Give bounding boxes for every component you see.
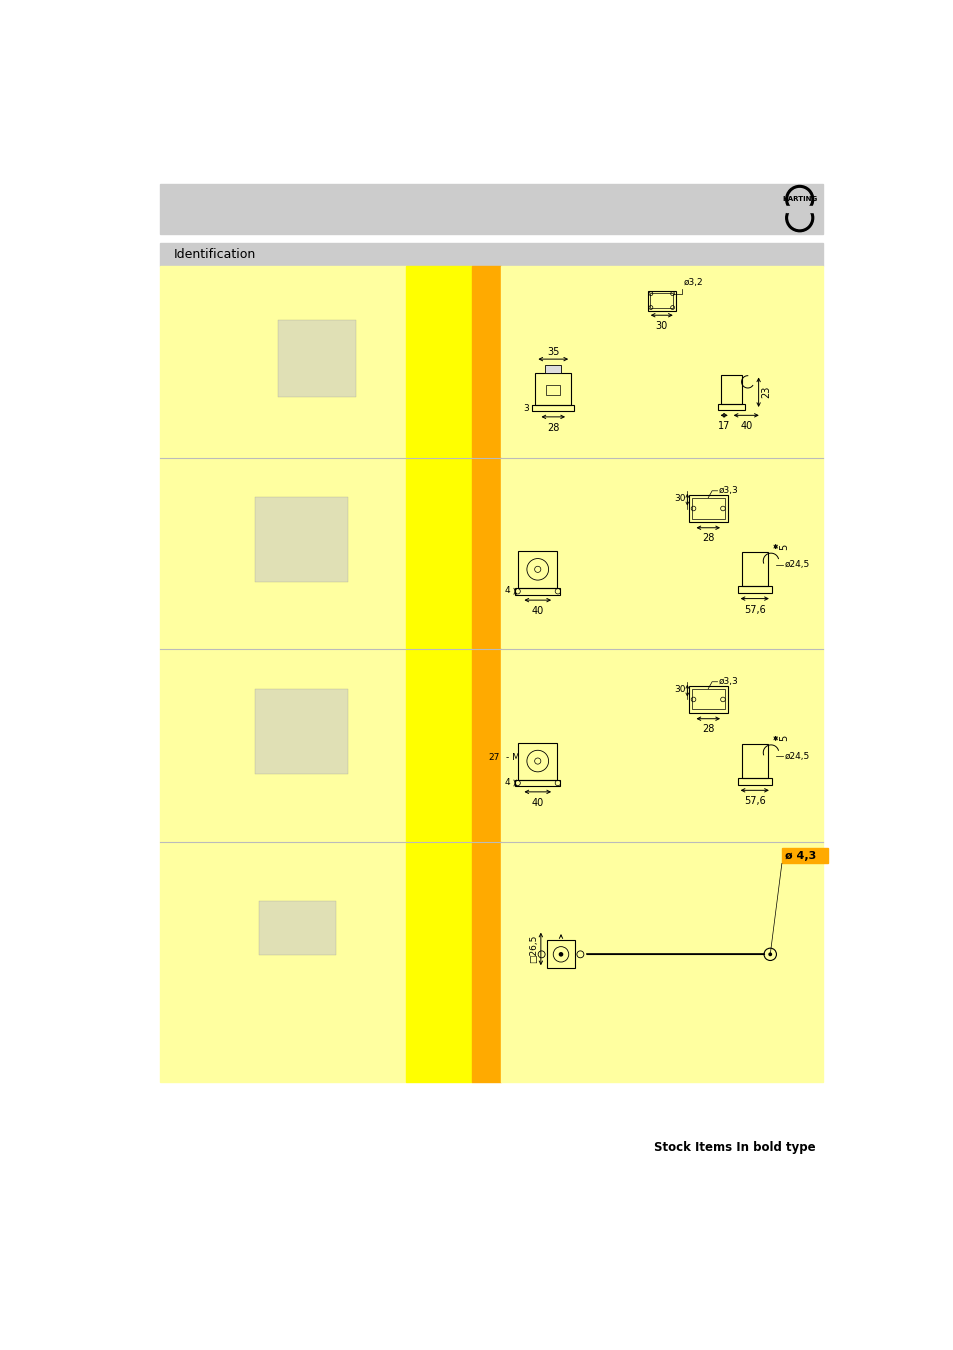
Bar (517, 551, 557, 587)
Bar (159, 184, 822, 234)
Bar (254, 497, 348, 582)
Bar (740, 744, 767, 778)
Bar (500, 649, 822, 842)
Text: Identification: Identification (173, 248, 255, 261)
Text: ø24,5: ø24,5 (784, 752, 809, 761)
Text: 5: 5 (778, 736, 788, 741)
Bar (500, 842, 822, 1083)
Bar (159, 243, 822, 266)
Bar (691, 498, 723, 518)
Bar (159, 459, 406, 649)
Text: Stock Items In bold type: Stock Items In bold type (653, 1141, 815, 1154)
Text: 57,6: 57,6 (743, 796, 765, 806)
Bar (406, 842, 472, 1083)
Text: 30: 30 (674, 494, 685, 504)
Bar (546, 941, 575, 968)
Text: ø24,5: ø24,5 (784, 560, 809, 570)
Text: - M: - M (505, 753, 519, 761)
Circle shape (788, 207, 810, 228)
Bar (785, 205, 813, 212)
Bar (546, 385, 559, 396)
Bar (515, 779, 559, 787)
Text: ø 4,3: ø 4,3 (784, 850, 816, 861)
Bar (532, 405, 574, 412)
Bar (649, 293, 673, 308)
Bar (545, 366, 560, 373)
Bar (717, 404, 744, 410)
Bar (258, 902, 335, 954)
Text: ø3,2: ø3,2 (682, 278, 702, 286)
Circle shape (788, 189, 810, 211)
Text: 3: 3 (523, 404, 529, 413)
Circle shape (558, 952, 562, 957)
Text: HARTING: HARTING (781, 196, 817, 202)
Bar (472, 842, 500, 1083)
Bar (688, 686, 727, 713)
Text: 40: 40 (740, 421, 752, 432)
Text: 23: 23 (760, 386, 771, 398)
Bar (472, 459, 500, 649)
Bar (740, 552, 767, 586)
Circle shape (785, 204, 813, 232)
Text: 4: 4 (504, 778, 510, 787)
Bar (472, 649, 500, 842)
Bar (406, 266, 472, 459)
Text: □26,5: □26,5 (528, 934, 537, 963)
Bar (159, 649, 406, 842)
Text: 57,6: 57,6 (743, 605, 765, 614)
Bar (515, 587, 559, 595)
Text: ø3,3: ø3,3 (719, 678, 738, 686)
Text: 28: 28 (701, 724, 714, 734)
Bar (720, 374, 740, 404)
Text: 27: 27 (488, 753, 499, 761)
Bar (500, 459, 822, 649)
Text: 40: 40 (531, 798, 543, 809)
Bar (737, 586, 771, 593)
Text: 4: 4 (504, 586, 510, 595)
Bar (472, 266, 500, 459)
Bar (535, 373, 571, 405)
Bar (254, 690, 348, 774)
Bar (647, 290, 675, 310)
Bar (406, 459, 472, 649)
Text: 5: 5 (778, 544, 788, 549)
Circle shape (767, 952, 771, 956)
Bar (688, 495, 727, 521)
Text: 35: 35 (546, 347, 558, 356)
Text: 28: 28 (546, 423, 558, 433)
Text: 17: 17 (718, 421, 730, 432)
Bar (278, 320, 355, 397)
Bar (737, 778, 771, 784)
Text: ø3,3: ø3,3 (719, 486, 738, 495)
Circle shape (785, 185, 813, 213)
Bar (159, 842, 406, 1083)
Bar (500, 266, 822, 459)
Text: 30: 30 (655, 321, 667, 331)
Text: 28: 28 (701, 533, 714, 543)
Text: 30: 30 (674, 684, 685, 694)
Bar (517, 743, 557, 779)
Bar (781, 848, 827, 864)
Bar (406, 649, 472, 842)
Bar (691, 690, 723, 710)
Bar (159, 266, 406, 459)
Text: 40: 40 (531, 606, 543, 617)
